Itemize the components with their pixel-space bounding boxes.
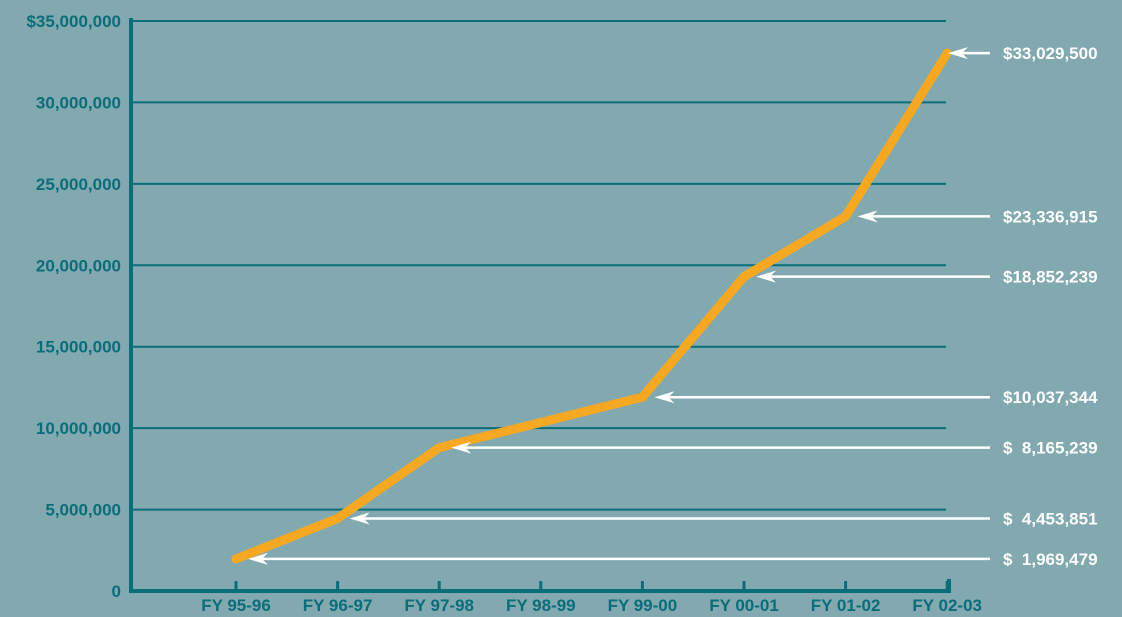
callout-arrowhead: [654, 391, 675, 404]
gridlines: [131, 20, 946, 511]
x-tick-label: FY 95-96: [201, 596, 271, 615]
callout-label: $ 8,165,239: [1003, 439, 1098, 458]
series-line-group: [231, 48, 952, 564]
x-tick-label: FY 97-98: [404, 596, 474, 615]
x-tick-label: FY 98-99: [506, 596, 576, 615]
y-tick-label: 20,000,000: [36, 256, 121, 275]
callout-label: $23,336,915: [1003, 207, 1098, 226]
series-line: [231, 48, 952, 564]
callout-label: $10,037,344: [1003, 388, 1098, 407]
callout-arrowhead: [248, 552, 268, 565]
axes: [129, 18, 951, 593]
x-tick-label: FY 02-03: [912, 596, 982, 615]
y-tick-label: 0: [112, 582, 121, 601]
callout-arrowhead: [756, 270, 776, 283]
x-tick-label: FY 96-97: [303, 596, 373, 615]
y-tick-label: 25,000,000: [36, 175, 121, 194]
callout-label: $ 4,453,851: [1003, 509, 1098, 528]
y-tick-label: $35,000,000: [26, 12, 121, 31]
x-tick-label: FY 99-00: [608, 596, 678, 615]
y-tick-label: 10,000,000: [36, 419, 121, 438]
callout-label: $ 1,969,479: [1003, 550, 1098, 569]
callout-arrowhead: [857, 210, 878, 223]
y-tick-label: 5,000,000: [45, 501, 121, 520]
callout-arrowhead: [451, 441, 472, 454]
callout-group: $33,029,500 $23,336,915 $18,852,239 $10,037…: [248, 44, 1098, 569]
callout-label: $18,852,239: [1003, 268, 1098, 287]
x-tick-labels: FY 95-96 FY 96-97 FY 97-98 FY 98-99 FY 99-00…: [201, 596, 982, 615]
callout-label: $33,029,500: [1003, 44, 1098, 63]
x-tick-label: FY 01-02: [811, 596, 881, 615]
callout-arrowhead: [349, 512, 370, 525]
x-tick-label: FY 00-01: [709, 596, 779, 615]
y-tick-labels: 0 5,000,000 10,000,000 15,000,000 20,000,000…: [26, 12, 121, 601]
y-tick-label: 30,000,000: [36, 93, 121, 112]
callout-arrowhead: [948, 47, 968, 60]
y-tick-label: 15,000,000: [36, 338, 121, 357]
